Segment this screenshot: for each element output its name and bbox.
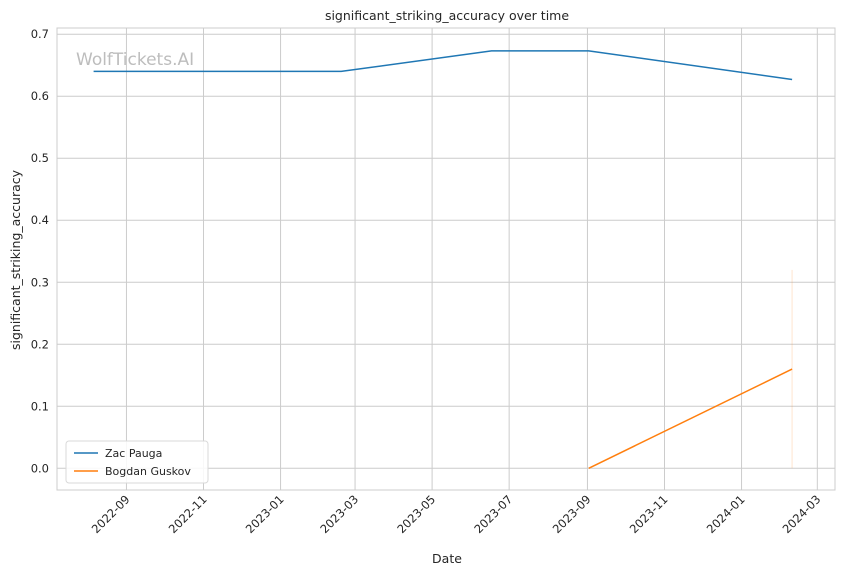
watermark-text: WolfTickets.AI [76,50,194,70]
y-tick-label: 0.4 [31,213,49,227]
x-tick-label: 2023-05 [394,492,438,536]
series-line [588,368,793,469]
y-axis-label: significant_striking_accuracy [8,169,23,350]
series-line [93,50,793,81]
x-axis-label: Date [432,551,462,566]
y-tick-label: 0.0 [31,461,49,475]
x-tick-label: 2023-09 [550,492,594,536]
legend-box [65,440,209,484]
x-tick-label: 2022-11 [166,492,210,536]
x-tick-label: 2022-09 [89,492,133,536]
chart-title: significant_striking_accuracy over time [325,8,569,23]
x-grid [125,28,818,490]
y-tick-label: 0.5 [31,151,49,165]
y-tick-label: 0.7 [31,27,49,41]
series-layer [93,50,793,469]
x-tick-label: 2023-03 [317,492,361,536]
y-tick-label: 0.2 [31,337,49,351]
legend-label: Bogdan Guskov [105,465,191,478]
x-tick-label: 2023-11 [627,492,671,536]
legend: Zac Pauga Bogdan Guskov [65,440,209,484]
y-tick-label: 0.6 [31,89,49,103]
y-grid [57,33,835,469]
y-tick-label: 0.1 [31,399,49,413]
plot-area [56,27,836,491]
x-tick-label: 2024-03 [780,492,824,536]
x-tick-labels: 2022-09 2022-11 2023-01 2023-03 2023-05 2023-… [89,492,824,536]
legend-label: Zac Pauga [105,447,162,460]
x-tick-label: 2024-01 [704,492,748,536]
y-tick-labels: 0.0 0.1 0.2 0.3 0.4 0.5 0.6 0.7 [31,27,49,475]
y-tick-label: 0.3 [31,275,49,289]
x-tick-label: 2023-07 [471,492,515,536]
x-tick-label: 2023-01 [243,492,287,536]
